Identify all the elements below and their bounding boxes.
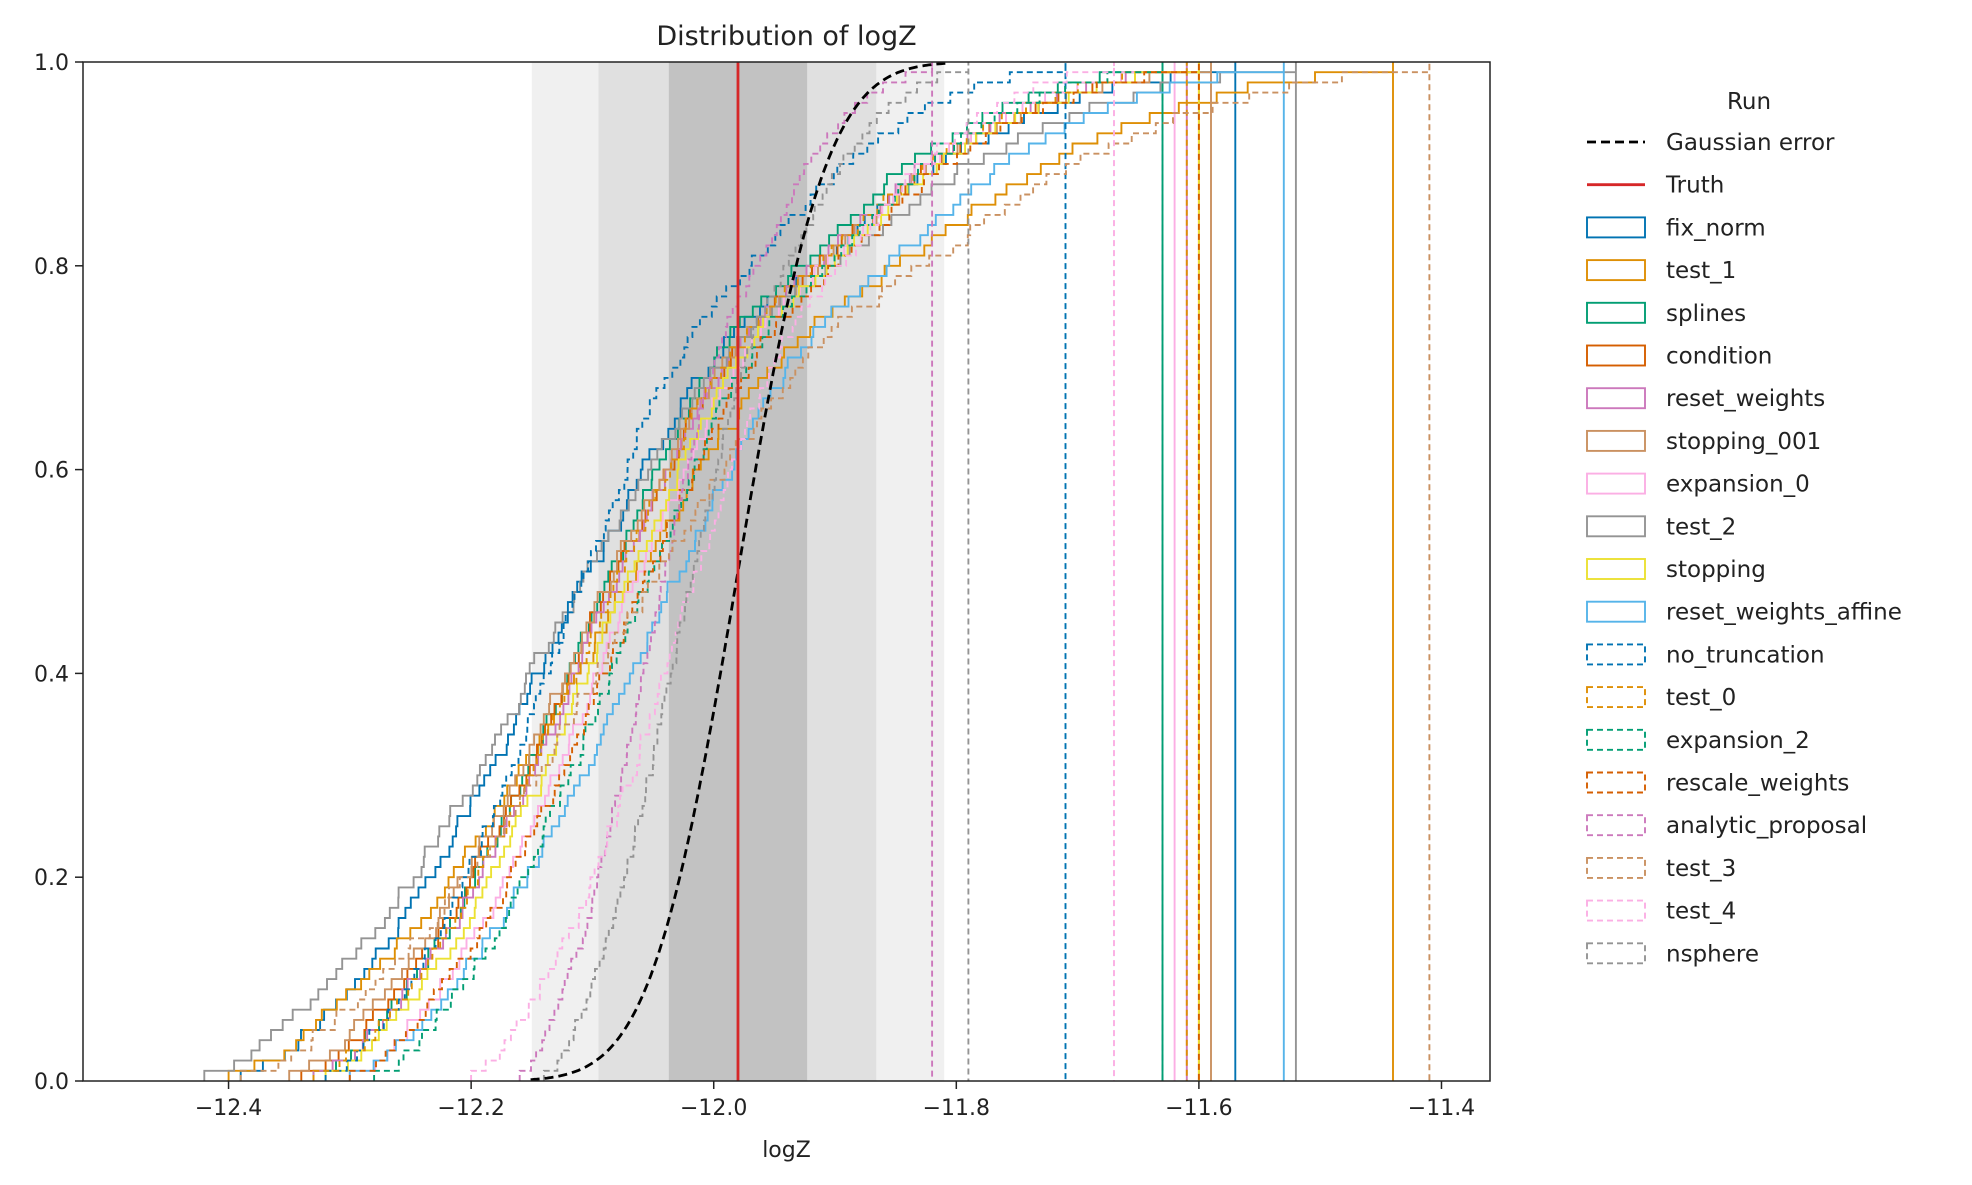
y-tick-label: 1.0 [34,51,69,76]
legend-label: Truth [1665,173,1724,199]
legend-swatch [1586,259,1646,282]
series-condition [300,62,1200,1081]
x-tick-label: −11.6 [1165,1096,1232,1121]
series-fix-norm [239,62,1237,1081]
legend-label: reset_weights [1666,386,1825,412]
legend-label: no_truncation [1666,642,1825,668]
legend-swatch [1586,856,1646,879]
x-tick-label: −11.4 [1408,1096,1475,1121]
legend-swatch [1586,387,1646,410]
series-rescale-weights [348,62,1200,1081]
legend-swatch [1586,899,1646,922]
x-tick-label: −11.8 [923,1096,990,1121]
chart-title: Distribution of logZ [656,21,916,52]
legend-swatch [1586,600,1646,623]
legend-swatch [1586,344,1646,367]
legend-label: nsphere [1666,941,1759,967]
series-test-4 [470,62,1115,1081]
legend-label: test_1 [1666,258,1736,284]
legend-swatch [1586,643,1646,666]
legend-label: expansion_2 [1666,728,1810,754]
legend-swatch [1586,216,1646,239]
legend-label: condition [1666,344,1772,370]
legend-label: reset_weights_affine [1666,600,1902,626]
x-tick-label: −12.4 [195,1096,262,1121]
legend-label: test_4 [1666,899,1736,925]
legend-swatch [1586,515,1646,538]
y-tick-label: 0.4 [34,662,69,687]
legend-swatch [1586,472,1646,495]
series-stopping-001 [288,62,1212,1081]
series-test-0 [312,62,1188,1081]
legend-swatch [1586,429,1646,452]
legend-label: test_3 [1666,856,1736,882]
legend-label: Gaussian error [1666,130,1835,156]
series-test-1 [227,62,1394,1081]
overlay-layer [530,62,946,1081]
series-stopping [324,62,1200,1081]
series-no-truncation [324,62,1067,1081]
y-tick-label: 0.8 [34,255,69,280]
legend: Run Gaussian error Truth fix_norm test_1spl… [1586,89,1902,967]
plot-frame [82,61,1491,1082]
legend-label: splines [1666,301,1746,327]
series-test-3 [239,62,1431,1081]
y-axis: 0.0 0.2 0.4 0.6 0.8 1.0 [34,51,83,1095]
y-tick-label: 0.2 [34,866,69,891]
legend-label: expansion_0 [1666,472,1810,498]
legend-swatch [1586,814,1646,837]
x-tick-label: −12.2 [437,1096,504,1121]
series-reset-weights-affine [348,62,1285,1081]
legend-swatch [1586,558,1646,580]
y-tick-label: 0.0 [34,1070,69,1095]
series-layer [203,62,1431,1081]
y-tick-label: 0.6 [34,459,69,484]
legend-swatch [1586,771,1646,794]
series-nsphere [542,62,970,1081]
legend-label: test_0 [1666,685,1736,711]
legend-label: stopping_001 [1666,429,1821,455]
legend-swatch [1586,728,1646,751]
x-axis-label: logZ [762,1138,811,1163]
legend-label: stopping [1666,557,1766,583]
legend-label: rescale_weights [1666,771,1849,797]
series-analytic-proposal [518,62,934,1081]
legend-swatch [1586,301,1646,324]
legend-title: Run [1727,89,1771,115]
x-tick-label: −12.0 [680,1096,747,1121]
gaussian-error-curve [530,62,946,1081]
legend-label: fix_norm [1666,215,1766,241]
legend-label: analytic_proposal [1666,813,1867,839]
x-axis: −12.4 −12.2 −12.0 −11.8 −11.6 −11.4 [195,1081,1475,1121]
legend-swatch [1586,686,1646,709]
legend-label: test_2 [1666,514,1736,540]
legend-swatch [1586,942,1646,965]
